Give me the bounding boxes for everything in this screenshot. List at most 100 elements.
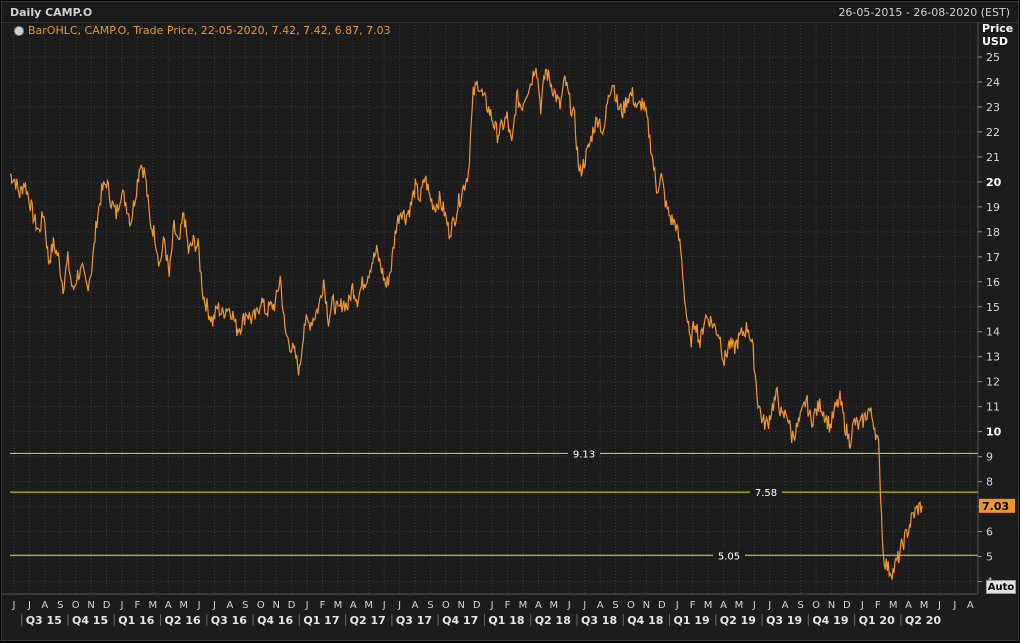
x-month-label: S: [242, 600, 248, 611]
x-quarter-label: Q4 17: [442, 614, 478, 627]
x-month-label: A: [412, 600, 419, 611]
y-tick-label: 16: [986, 276, 1000, 289]
x-month-label: J: [937, 600, 941, 611]
price-series: [9, 67, 923, 580]
x-month-label: J: [675, 600, 679, 611]
x-month-label: F: [690, 600, 696, 611]
y-axis-title: Price: [982, 22, 1013, 35]
x-quarter-label: Q1 16: [118, 614, 154, 627]
x-month-label: M: [148, 600, 157, 611]
x-quarter-label: Q1 20: [859, 614, 895, 627]
x-month-label: S: [797, 600, 803, 611]
y-tick-label: 25: [986, 51, 1000, 64]
x-month-label: N: [643, 600, 650, 611]
legend: BarOHLC, CAMP.O, Trade Price, 22-05-2020…: [14, 24, 391, 37]
x-month-label: M: [519, 600, 528, 611]
x-month-label: S: [612, 600, 618, 611]
x-month-label: J: [119, 600, 123, 611]
y-tick-label: 17: [986, 251, 1000, 264]
x-month-label: J: [752, 600, 756, 611]
legend-circle-icon[interactable]: [14, 25, 24, 36]
auto-scale-button[interactable]: Auto: [986, 580, 1016, 594]
x-month-label: N: [458, 600, 465, 611]
y-tick-label: 6: [986, 526, 993, 539]
x-quarter-label: Q4 18: [627, 614, 663, 627]
y-tick-label: 13: [986, 351, 1000, 364]
x-month-label: D: [658, 600, 666, 611]
x-quarter-label: Q1 17: [303, 614, 339, 627]
x-month-label: S: [57, 600, 63, 611]
x-month-label: O: [627, 600, 635, 611]
x-month-label: F: [135, 600, 141, 611]
x-month-label: D: [843, 600, 851, 611]
x-month-label: J: [305, 600, 309, 611]
y-tick-label: 8: [986, 476, 993, 489]
title-bar: Daily CAMP.O 26-05-2015 - 26-08-2020 (ES…: [2, 2, 1018, 23]
x-quarter-label: Q4 15: [72, 614, 108, 627]
y-tick-label: 15: [986, 301, 1000, 314]
x-month-label: M: [920, 600, 929, 611]
grid: [10, 22, 978, 594]
x-month-label: J: [27, 600, 31, 611]
x-month-label: D: [103, 600, 111, 611]
last-price-badge: [979, 498, 1015, 513]
x-month-label: M: [550, 600, 559, 611]
x-month-label: M: [364, 600, 373, 611]
y-tick-label: 12: [986, 376, 1000, 389]
price-level-label: 5.05: [718, 551, 740, 562]
x-month-label: S: [427, 600, 433, 611]
price-line: [9, 67, 923, 580]
x-month-label: J: [197, 600, 201, 611]
x-quarter-label: Q2 19: [720, 614, 756, 627]
price-level-label-bg: [713, 549, 745, 562]
legend-text: BarOHLC, CAMP.O, Trade Price, 22-05-2020…: [28, 24, 391, 37]
x-quarter-label: Q4 16: [257, 614, 293, 627]
x-month-label: J: [490, 600, 494, 611]
x-quarter-label: Q3 19: [766, 614, 802, 627]
last-price-label: 7.03: [982, 500, 1009, 513]
x-month-label: J: [582, 600, 586, 611]
x-month-label: A: [41, 600, 48, 611]
x-month-label: F: [505, 600, 511, 611]
y-tick-label: 21: [986, 151, 1000, 164]
x-month-label: O: [72, 600, 80, 611]
date-range: 26-05-2015 - 26-08-2020 (EST): [838, 6, 1010, 19]
x-month-label: M: [179, 600, 188, 611]
x-month-label: A: [227, 600, 234, 611]
price-level-label: 9.13: [573, 449, 595, 460]
x-quarter-label: Q1 18: [488, 614, 524, 627]
x-month-label: J: [382, 600, 386, 611]
x-month-label: J: [860, 600, 864, 611]
x-month-label: J: [952, 600, 956, 611]
x-month-label: N: [87, 600, 94, 611]
x-quarter-label: Q3 17: [396, 614, 432, 627]
x-month-label: M: [889, 600, 898, 611]
x-month-label: F: [875, 600, 881, 611]
x-quarter-label: Q2 16: [165, 614, 201, 627]
x-month-label: M: [334, 600, 343, 611]
x-month-label: J: [567, 600, 571, 611]
y-tick-label: 23: [986, 101, 1000, 114]
x-month-label: A: [350, 600, 357, 611]
price-level-label: 7.58: [755, 488, 777, 499]
y-tick-label: 5: [986, 551, 993, 564]
x-quarter-label: Q3 16: [211, 614, 247, 627]
x-month-label: O: [442, 600, 450, 611]
y-tick-label: 14: [986, 326, 1000, 339]
y-tick-label: 9: [986, 451, 993, 464]
x-month-label: N: [272, 600, 279, 611]
y-tick-label: 22: [986, 126, 1000, 139]
x-month-label: N: [828, 600, 835, 611]
x-month-label: A: [905, 600, 912, 611]
x-month-label: A: [165, 600, 172, 611]
chart-title: Daily CAMP.O: [10, 6, 93, 19]
x-month-label: J: [12, 600, 16, 611]
price-level-label-bg: [750, 486, 782, 499]
y-tick-label: 10: [986, 426, 1002, 439]
x-month-label: F: [320, 600, 326, 611]
price-level-label-bg: [568, 447, 600, 460]
x-month-label: O: [257, 600, 265, 611]
